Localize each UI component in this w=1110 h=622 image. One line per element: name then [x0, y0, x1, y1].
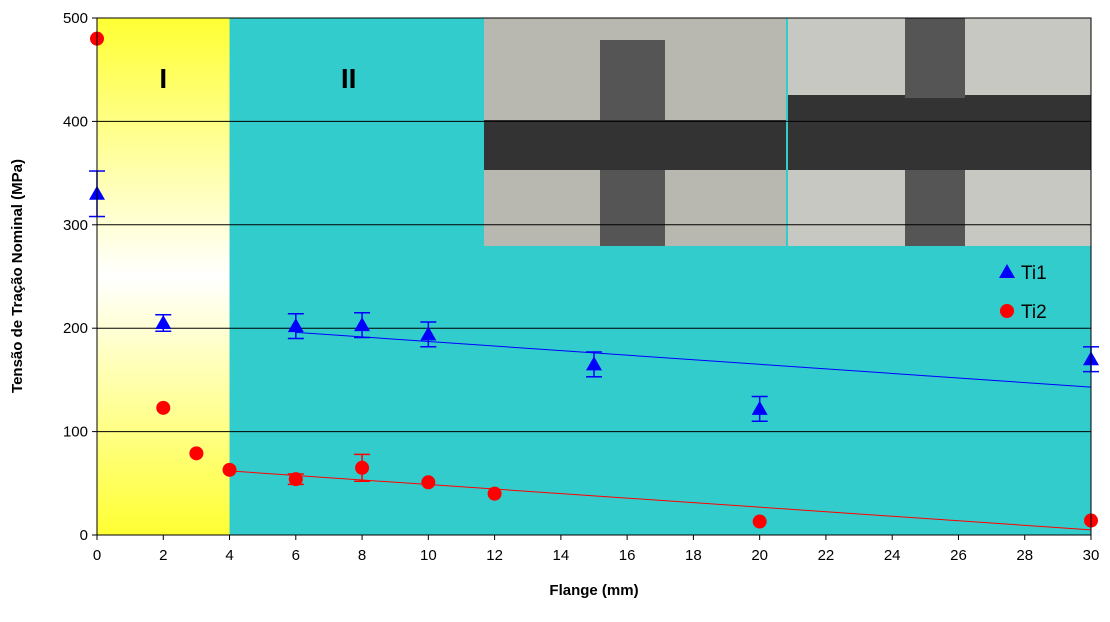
y-tick-label: 100 [63, 424, 88, 441]
point [156, 400, 171, 415]
point [421, 475, 436, 490]
region [97, 18, 230, 535]
x-tick-label: 24 [884, 547, 901, 564]
legend-label: Ti1 [1021, 263, 1047, 284]
legend-marker [999, 264, 1015, 278]
photo-inset [484, 18, 1091, 246]
x-tick-label: 16 [619, 547, 636, 564]
y-tick-label: 500 [63, 10, 88, 27]
x-tick-label: 2 [159, 547, 167, 564]
point [288, 472, 303, 487]
point [586, 356, 602, 371]
legend-marker [1000, 304, 1014, 318]
region-label: II [341, 63, 357, 94]
point [222, 462, 237, 477]
point [189, 446, 204, 461]
x-axis-label: Flange (mm) [549, 582, 638, 599]
x-tick-label: 8 [358, 547, 366, 564]
point [354, 317, 371, 332]
x-tick-label: 20 [751, 547, 768, 564]
point [487, 486, 502, 501]
y-tick-label: 200 [63, 320, 88, 337]
trend-line [229, 470, 1092, 531]
x-tick-label: 0 [93, 547, 101, 564]
point [287, 318, 304, 333]
x-tick-label: 14 [553, 547, 570, 564]
y-tick-label: 300 [63, 217, 88, 234]
x-tick-label: 10 [420, 547, 437, 564]
x-tick-label: 18 [685, 547, 702, 564]
y-tick-label: 0 [80, 527, 88, 544]
point [355, 460, 370, 475]
legend-label: Ti2 [1021, 302, 1047, 323]
y-axis-label: Tensão de Tração Nominal (MPa) [9, 159, 26, 393]
point [751, 400, 768, 415]
region-label: I [159, 63, 167, 94]
x-tick-label: 26 [950, 547, 967, 564]
x-tick-label: 4 [225, 547, 233, 564]
y-tick-label: 400 [63, 113, 88, 130]
point [752, 514, 767, 529]
x-tick-label: 22 [818, 547, 835, 564]
x-tick-label: 30 [1083, 547, 1100, 564]
x-tick-label: 28 [1016, 547, 1033, 564]
plot-border [96, 17, 1092, 536]
x-tick-label: 6 [292, 547, 300, 564]
point [155, 315, 172, 330]
x-tick-label: 12 [486, 547, 503, 564]
point [420, 326, 437, 341]
